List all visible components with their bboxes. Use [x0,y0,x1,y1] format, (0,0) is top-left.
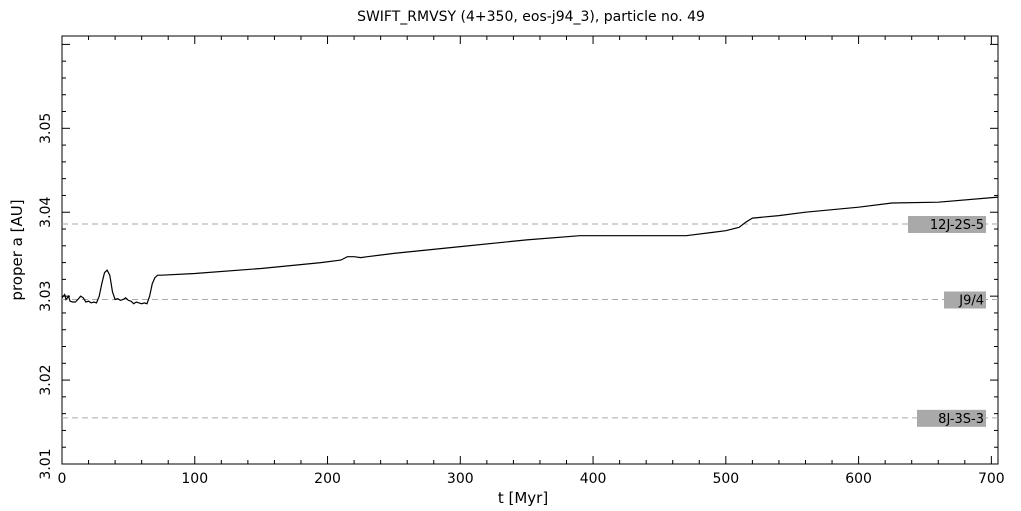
x-tick-label: 200 [314,471,341,487]
x-tick-label: 600 [845,471,872,487]
y-axis-label: proper a [AU] [8,199,26,300]
resonance-label: J9/4 [958,294,984,309]
resonance-label: 8J-3S-3 [938,412,984,427]
y-tick-label: 3.03 [38,281,54,312]
axes [61,35,999,465]
series-lines [61,196,999,305]
x-tick-label: 300 [447,471,474,487]
y-tick-label: 3.02 [38,364,54,395]
x-axis-label: t [Myr] [498,489,548,507]
x-tick-label: 100 [181,471,208,487]
x-tick-label: 0 [58,471,67,487]
y-tick-label: 3.05 [38,113,54,144]
resonance-lines: 12J-2S-5 J9/4 8J-3S-3 [62,215,998,427]
y-tick-label: 3.01 [38,448,54,479]
x-tick-label: 400 [580,471,607,487]
plot-frame [61,35,999,465]
series-line [61,196,999,305]
x-tick-label: 700 [978,471,1005,487]
chart-title: SWIFT_RMVSY (4+350, eos-j94_3), particle… [357,9,705,25]
y-tick-label: 3.04 [38,197,54,228]
resonance-label-box [908,215,986,233]
resonance-label-box [944,291,986,309]
tick-labels: 0 100 200 300 400 500 600 700 3.01 3.02 3.03 3.04 3.… [38,113,1005,487]
x-tick-label: 500 [712,471,739,487]
resonance-label-box [917,409,986,427]
resonance-label: 12J-2S-5 [930,218,984,233]
